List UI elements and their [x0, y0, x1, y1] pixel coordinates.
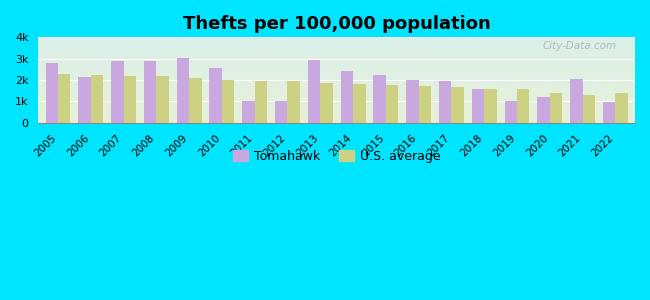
Bar — [222, 80, 235, 123]
Bar — [406, 80, 419, 123]
Bar — [439, 81, 451, 123]
Bar — [570, 80, 582, 123]
Bar — [484, 88, 497, 123]
Legend: Tomahawk, U.S. average: Tomahawk, U.S. average — [227, 145, 446, 168]
Bar — [550, 93, 562, 123]
Bar — [111, 61, 124, 123]
Bar — [124, 76, 136, 123]
Bar — [320, 83, 333, 123]
Title: Thefts per 100,000 population: Thefts per 100,000 population — [183, 15, 491, 33]
Bar — [472, 89, 484, 123]
Bar — [79, 77, 91, 123]
Bar — [255, 80, 267, 123]
Bar — [582, 95, 595, 123]
Bar — [616, 93, 628, 123]
Bar — [46, 63, 58, 123]
Bar — [91, 75, 103, 123]
Bar — [451, 88, 464, 123]
Bar — [341, 71, 353, 123]
Bar — [275, 101, 287, 123]
Bar — [144, 61, 157, 123]
Bar — [603, 102, 616, 123]
Text: City-Data.com: City-Data.com — [543, 41, 617, 51]
Bar — [373, 75, 386, 123]
Bar — [287, 80, 300, 123]
Bar — [538, 97, 550, 123]
Bar — [517, 89, 530, 123]
Bar — [386, 85, 398, 123]
Bar — [242, 101, 255, 123]
Bar — [209, 68, 222, 123]
Bar — [504, 101, 517, 123]
Bar — [157, 76, 169, 123]
Bar — [353, 84, 365, 123]
Bar — [58, 74, 70, 123]
Bar — [419, 86, 431, 123]
Bar — [189, 78, 202, 123]
Bar — [177, 58, 189, 123]
Bar — [308, 60, 320, 123]
